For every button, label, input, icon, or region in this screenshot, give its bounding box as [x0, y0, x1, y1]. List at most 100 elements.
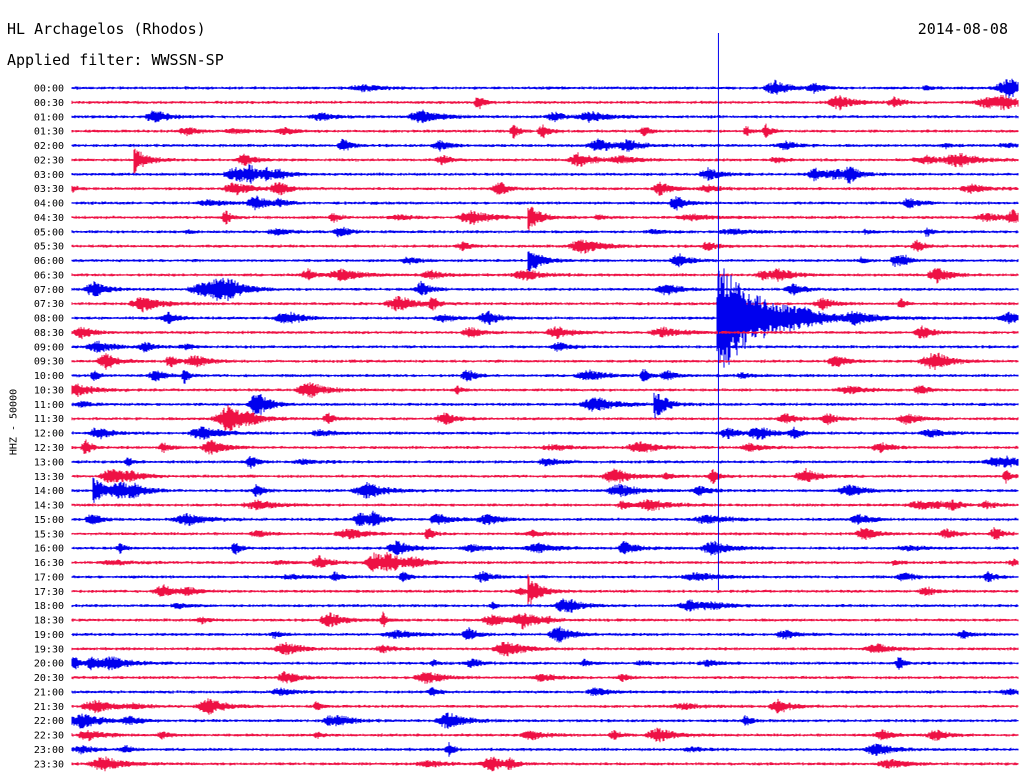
trace-row	[71, 148, 1019, 175]
time-tick-label: 07:30	[34, 299, 64, 310]
time-tick-label: 20:30	[34, 673, 64, 684]
trace-row	[71, 641, 1019, 657]
trace-row	[71, 325, 1019, 340]
time-tick-label: 09:30	[34, 357, 64, 368]
trace-row	[71, 251, 1019, 274]
trace-row	[71, 195, 1019, 211]
trace-row	[71, 611, 1019, 630]
trace-row	[71, 268, 1019, 284]
trace-row	[71, 756, 1019, 772]
trace-row	[71, 540, 1019, 556]
trace-row	[71, 277, 1019, 301]
time-tick-label: 00:30	[34, 98, 64, 109]
trace-row	[71, 468, 1019, 484]
trace-row	[71, 455, 1019, 469]
time-tick-label: 19:30	[34, 644, 64, 655]
time-tick-label: 08:00	[34, 314, 64, 325]
time-tick-label: 06:30	[34, 270, 64, 281]
trace-row	[71, 727, 1019, 743]
trace-row	[71, 712, 1019, 729]
time-tick-label: 04:00	[34, 199, 64, 210]
trace-row	[71, 742, 1019, 757]
trace-row	[71, 268, 1019, 368]
time-tick-label: 10:30	[34, 385, 64, 396]
time-tick-label: 16:30	[34, 558, 64, 569]
trace-row	[71, 123, 1019, 139]
time-tick-label: 20:00	[34, 659, 64, 670]
time-tick-label: 06:00	[34, 256, 64, 267]
time-tick-label: 08:30	[34, 328, 64, 339]
trace-row	[71, 206, 1019, 231]
trace-row	[71, 296, 1019, 313]
trace-row	[71, 352, 1019, 370]
time-tick-labels: 00:00 00:30 01:00 01:30 02:00 02:30 03:00 03:30…	[34, 84, 64, 771]
trace-row	[71, 426, 1019, 440]
trace-row	[71, 552, 1019, 572]
time-tick-label: 14:00	[34, 486, 64, 497]
record-date: 2014-08-08	[917, 20, 1008, 38]
trace-row	[71, 239, 1019, 254]
trace-row	[71, 181, 1019, 196]
trace-row	[71, 499, 1019, 512]
time-tick-label: 02:00	[34, 141, 64, 152]
time-tick-label: 00:00	[34, 84, 64, 95]
trace-row	[71, 369, 1019, 384]
time-tick-label: 12:30	[34, 443, 64, 454]
time-tick-label: 03:30	[34, 184, 64, 195]
trace-row	[71, 510, 1019, 527]
time-tick-label: 17:30	[34, 587, 64, 598]
time-tick-label: 18:30	[34, 616, 64, 627]
trace-row	[71, 392, 1019, 419]
time-tick-label: 15:30	[34, 529, 64, 540]
trace-row	[71, 95, 1019, 111]
time-tick-label: 23:30	[34, 759, 64, 770]
time-tick-label: 01:00	[34, 112, 64, 123]
trace-row	[71, 382, 1019, 398]
trace-row	[71, 477, 1019, 503]
filter-label: Applied filter: WWSSN-SP	[7, 51, 224, 69]
time-tick-label: 22:30	[34, 731, 64, 742]
time-tick-label: 09:00	[34, 342, 64, 353]
time-tick-label: 23:00	[34, 745, 64, 756]
trace-row	[71, 340, 1019, 353]
time-tick-label: 10:00	[34, 371, 64, 382]
time-tick-label: 01:30	[34, 127, 64, 138]
trace-row	[71, 109, 1019, 124]
trace-row	[71, 439, 1019, 455]
time-tick-label: 14:30	[34, 501, 64, 512]
trace-row	[71, 138, 1019, 152]
trace-row	[71, 574, 1019, 606]
trace-row	[71, 687, 1019, 697]
station-title: HL Archagelos (Rhodos)	[7, 20, 206, 38]
time-tick-label: 13:30	[34, 472, 64, 483]
time-tick-label: 21:30	[34, 702, 64, 713]
trace-row	[71, 698, 1019, 715]
trace-row	[71, 571, 1019, 583]
time-tick-label: 17:00	[34, 572, 64, 583]
trace-row	[71, 164, 1019, 184]
time-tick-label: 05:30	[34, 242, 64, 253]
trace-row	[71, 78, 1019, 99]
time-tick-label: 03:00	[34, 170, 64, 181]
time-tick-label: 05:00	[34, 227, 64, 238]
trace-rows	[71, 33, 1019, 772]
trace-row	[71, 626, 1019, 643]
trace-row	[71, 656, 1019, 671]
time-tick-label: 12:00	[34, 429, 64, 440]
trace-row	[71, 598, 1019, 613]
trace-row	[71, 671, 1019, 684]
trace-row	[71, 226, 1019, 238]
time-tick-label: 13:00	[34, 457, 64, 468]
time-tick-label: 18:00	[34, 601, 64, 612]
time-tick-label: 16:00	[34, 544, 64, 555]
trace-row	[71, 527, 1019, 540]
time-tick-label: 19:00	[34, 630, 64, 641]
trace-row	[71, 404, 1019, 432]
time-tick-label: 15:00	[34, 515, 64, 526]
time-tick-label: 11:00	[34, 400, 64, 411]
time-tick-label: 04:30	[34, 213, 64, 224]
time-tick-label: 02:30	[34, 155, 64, 166]
time-tick-label: 11:30	[34, 414, 64, 425]
time-tick-label: 21:00	[34, 687, 64, 698]
